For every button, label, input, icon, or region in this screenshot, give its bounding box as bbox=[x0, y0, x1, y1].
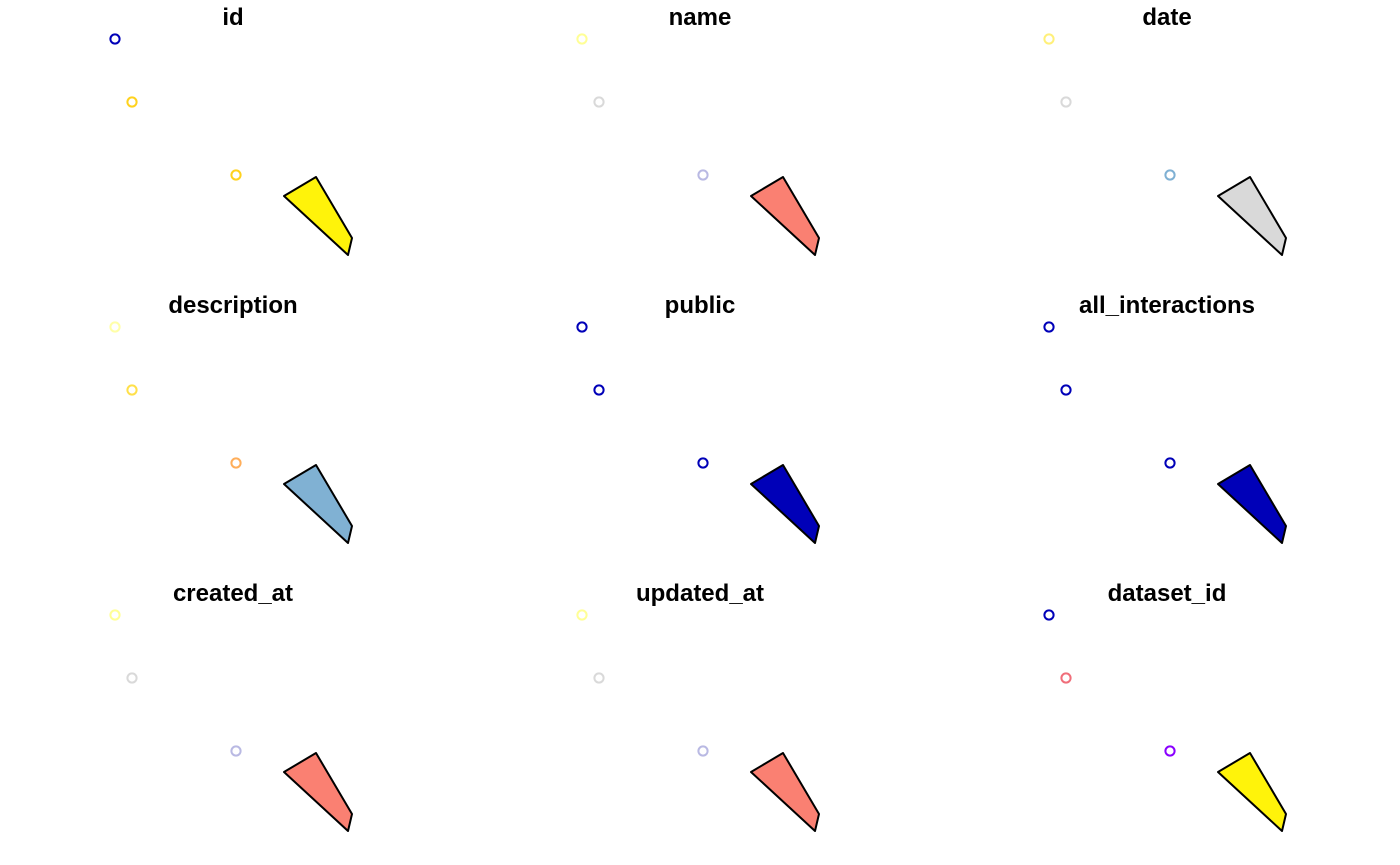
point-marker bbox=[126, 384, 138, 396]
point-marker bbox=[230, 169, 242, 181]
panel-title: name bbox=[669, 4, 732, 31]
point-marker bbox=[576, 33, 588, 45]
panel-title: updated_at bbox=[636, 580, 764, 607]
region-polygon bbox=[1217, 464, 1287, 544]
point-marker bbox=[1060, 96, 1072, 108]
map-panel: created_at bbox=[109, 580, 353, 832]
point-marker bbox=[109, 33, 121, 45]
panel-title: description bbox=[168, 292, 297, 319]
region-polygon bbox=[750, 752, 820, 832]
point-marker bbox=[1164, 457, 1176, 469]
region-polygon bbox=[283, 752, 353, 832]
panel-title: created_at bbox=[173, 580, 293, 607]
point-marker bbox=[230, 745, 242, 757]
region-polygon bbox=[750, 464, 820, 544]
map-panel: dataset_id bbox=[1043, 580, 1287, 832]
region-polygon bbox=[750, 176, 820, 256]
point-marker bbox=[126, 672, 138, 684]
point-marker bbox=[593, 96, 605, 108]
map-panel: date bbox=[1043, 4, 1287, 256]
point-marker bbox=[697, 169, 709, 181]
map-panel: updated_at bbox=[576, 580, 820, 832]
region-polygon bbox=[283, 176, 353, 256]
panel-title: dataset_id bbox=[1108, 580, 1227, 607]
point-marker bbox=[1043, 321, 1055, 333]
point-marker bbox=[697, 745, 709, 757]
point-marker bbox=[593, 672, 605, 684]
point-marker bbox=[593, 384, 605, 396]
point-marker bbox=[576, 609, 588, 621]
panel-title: all_interactions bbox=[1079, 292, 1255, 319]
panel-title: id bbox=[222, 4, 243, 31]
point-marker bbox=[576, 321, 588, 333]
point-marker bbox=[697, 457, 709, 469]
panel-title: public bbox=[665, 292, 736, 319]
point-marker bbox=[1164, 169, 1176, 181]
point-marker bbox=[1060, 384, 1072, 396]
point-marker bbox=[126, 96, 138, 108]
map-panel: public bbox=[576, 292, 820, 544]
point-marker bbox=[1164, 745, 1176, 757]
region-polygon bbox=[1217, 176, 1287, 256]
point-marker bbox=[230, 457, 242, 469]
map-panel: id bbox=[109, 4, 353, 256]
region-polygon bbox=[283, 464, 353, 544]
map-panel: description bbox=[109, 292, 353, 544]
region-polygon bbox=[1217, 752, 1287, 832]
panel-title: date bbox=[1142, 4, 1191, 31]
point-marker bbox=[109, 321, 121, 333]
map-panel: all_interactions bbox=[1043, 292, 1287, 544]
point-marker bbox=[1043, 609, 1055, 621]
point-marker bbox=[109, 609, 121, 621]
map-panel: name bbox=[576, 4, 820, 256]
point-marker bbox=[1060, 672, 1072, 684]
point-marker bbox=[1043, 33, 1055, 45]
